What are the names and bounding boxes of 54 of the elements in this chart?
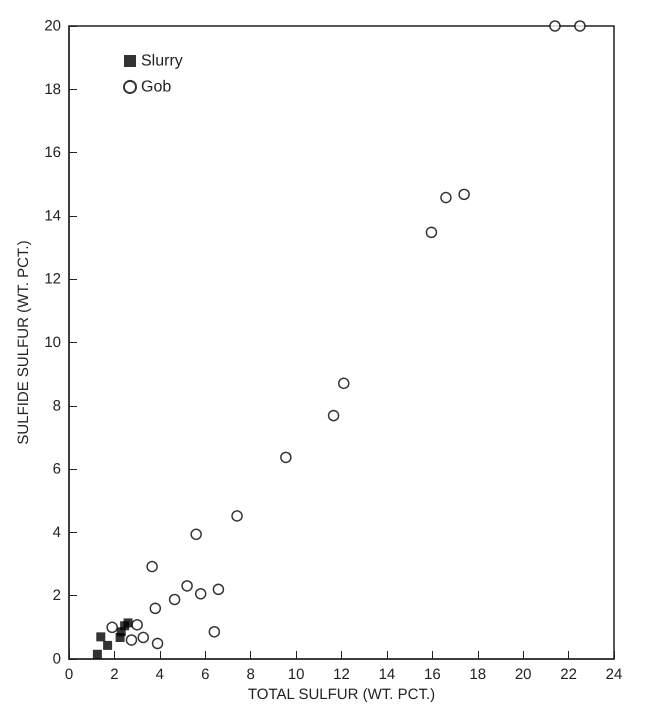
legend-label: Gob (141, 78, 172, 96)
y-tick-label: 18 (44, 80, 61, 98)
y-tick-label: 6 (52, 460, 61, 478)
point (106, 622, 118, 634)
x-axis-title: TOTAL SULFUR (WT. PCT.) (248, 686, 436, 703)
point (146, 560, 158, 572)
y-tick-label: 2 (52, 587, 61, 604)
y-tick-label: 12 (44, 270, 61, 288)
x-tick-label: 14 (378, 666, 396, 683)
y-tick-label: 4 (52, 524, 61, 541)
y-tick-label: 16 (44, 144, 61, 162)
x-tick-label: 8 (246, 666, 255, 683)
x-tick-label: 4 (156, 666, 164, 683)
x-tick-label: 16 (424, 666, 441, 683)
x-tick-label: 2 (110, 666, 119, 683)
x-tick-label: 0 (64, 666, 74, 683)
x-tick-label: 10 (288, 666, 304, 683)
point (549, 20, 561, 32)
x-tick-label: 22 (560, 666, 577, 683)
y-axis-title: SULFIDE SULFUR (WT. PCT.) (15, 240, 32, 445)
y-tick-label: 20 (44, 18, 61, 34)
point (92, 650, 102, 659)
x-tick-label: 20 (514, 666, 532, 683)
x-tick-label: 18 (469, 666, 486, 683)
point (212, 584, 224, 596)
point (168, 594, 180, 606)
point (338, 378, 350, 390)
point (124, 618, 133, 628)
point (138, 632, 150, 644)
point (458, 188, 470, 200)
point (328, 410, 340, 422)
point (231, 510, 243, 522)
point (152, 638, 164, 650)
point (440, 192, 452, 204)
x-tick-label: 24 (606, 666, 622, 683)
point (126, 634, 138, 646)
point (181, 580, 193, 592)
y-tick-label: 0 (52, 650, 61, 668)
point (131, 619, 143, 631)
point (574, 20, 586, 32)
x-tick-label: 6 (201, 666, 210, 683)
point (190, 528, 202, 540)
point (103, 640, 112, 650)
point (96, 632, 106, 642)
y-tick-label: 14 (44, 207, 61, 224)
point (208, 626, 220, 638)
point (426, 226, 438, 238)
y-tick-label: 8 (52, 397, 61, 414)
x-tick-label: 12 (333, 666, 350, 683)
point (280, 452, 292, 464)
legend-label: Slurry (141, 52, 183, 70)
point (150, 602, 162, 614)
y-tick-label: 10 (44, 334, 61, 351)
point (194, 588, 206, 600)
